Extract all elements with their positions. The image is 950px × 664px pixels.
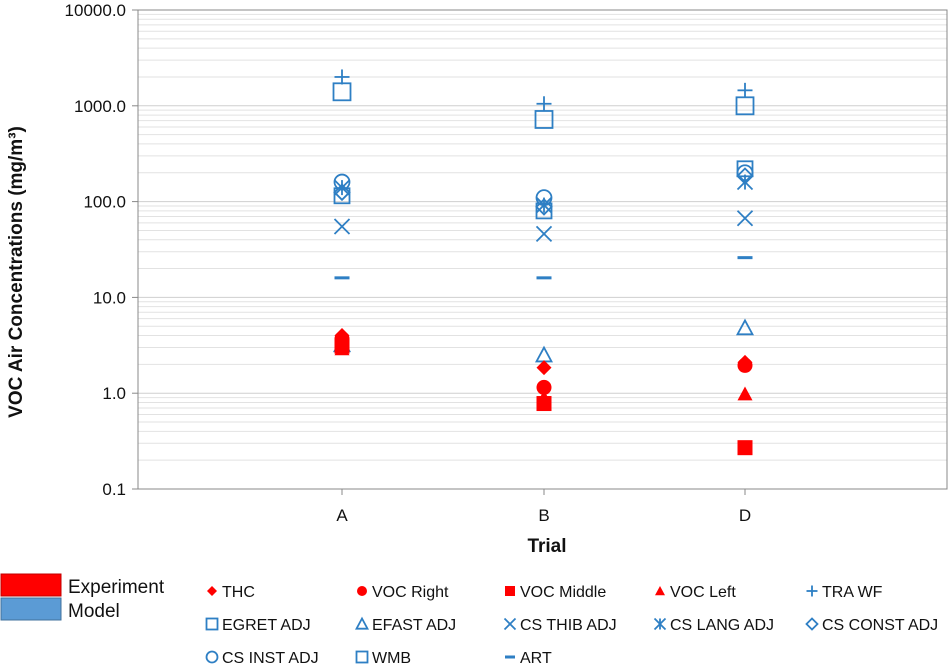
legend-label-efast-adj: EFAST ADJ	[372, 617, 456, 634]
legend-label-voc-left: VOC Left	[670, 584, 736, 601]
group-legend: Experiment Model	[0, 573, 165, 622]
x-tick-label: D	[739, 506, 751, 525]
x-axis-label: Trial	[527, 536, 566, 557]
legend-swatch-model	[0, 597, 62, 621]
legend-label-model: Model	[68, 601, 120, 622]
point-voc-right-b	[536, 379, 552, 395]
point-voc-left-a	[334, 341, 350, 356]
point-efast-adj-d	[735, 318, 755, 336]
point-tra-wf-b	[536, 96, 552, 112]
point-voc-right-d	[737, 357, 753, 373]
legend-label-cs-inst-adj: CS INST ADJ	[222, 650, 319, 664]
legend-marker-efast-adj	[354, 616, 370, 630]
y-tick-label: 10.0	[93, 288, 126, 307]
legend-label-egret-adj: EGRET ADJ	[222, 617, 311, 634]
grid	[138, 9, 947, 490]
legend-label-cs-lang-adj: CS LANG ADJ	[670, 617, 774, 634]
point-tra-wf-d	[737, 82, 753, 98]
x-tick-label: A	[336, 506, 348, 525]
y-tick-label: 1000.0	[74, 97, 126, 116]
legend-label-voc-middle: VOC Middle	[520, 584, 606, 601]
legend-label-experiment: Experiment	[68, 577, 165, 598]
legend-marker-wmb	[355, 650, 369, 664]
legend-marker-cs-const-adj	[805, 617, 819, 631]
point-cs-const-adj-d	[736, 167, 754, 185]
legend-label-tra-wf: TRA WF	[822, 584, 883, 601]
y-tick-label: 0.1	[102, 480, 126, 499]
legend-marker-cs-thib-adj	[503, 617, 517, 631]
legend-marker-cs-lang-adj	[653, 617, 667, 631]
y-tick-label: 10000.0	[65, 1, 126, 20]
point-voc-left-b	[536, 390, 552, 404]
point-voc-left-d	[737, 386, 753, 401]
y-tick-label: 1.0	[102, 384, 126, 403]
legend-marker-egret-adj	[205, 617, 219, 631]
point-thc-b	[536, 360, 552, 376]
legend-marker-thc	[207, 586, 217, 596]
legend-marker-voc-right	[357, 586, 367, 596]
y-axis-ticks: 0.1 1.0 10.0 100.0 1000.0 10000.0	[65, 1, 138, 499]
legend-marker-cs-inst-adj	[205, 650, 219, 664]
point-cs-thib-adj-b	[535, 225, 553, 243]
point-cs-thib-adj-d	[736, 210, 754, 227]
legend-marker-tra-wf	[806, 585, 818, 597]
legend-label-art: ART	[520, 650, 552, 664]
point-cs-const-adj-a	[333, 183, 351, 202]
point-wmb-b	[534, 110, 554, 129]
point-cs-inst-adj-b	[535, 189, 553, 207]
legend-label-wmb: WMB	[372, 650, 411, 664]
legend-label-thc: THC	[222, 584, 255, 601]
legend-label-cs-const-adj: CS CONST ADJ	[822, 617, 938, 634]
x-tick-label: B	[538, 506, 549, 525]
point-cs-inst-adj-d	[736, 164, 754, 182]
point-voc-middle-d	[737, 440, 753, 456]
legend-swatch-experiment	[0, 573, 62, 597]
legend-label-voc-right: VOC Right	[372, 584, 449, 601]
legend-label-cs-thib-adj: CS THIB ADJ	[520, 617, 617, 634]
point-tra-wf-a	[334, 69, 350, 85]
point-wmb-d	[735, 96, 755, 116]
point-wmb-a	[332, 82, 352, 102]
legend-marker-voc-left	[655, 586, 665, 596]
series-legend: THC VOC Right VOC Middle VOC Left TRA WF EGRE…	[205, 584, 938, 664]
point-cs-const-adj-b	[535, 198, 553, 216]
y-tick-label: 100.0	[83, 193, 126, 212]
plot-frame	[137, 9, 948, 490]
legend-marker-voc-middle	[505, 586, 515, 596]
point-cs-thib-adj-a	[333, 218, 351, 235]
point-efast-adj-b	[534, 345, 554, 363]
point-cs-lang-adj-d	[736, 173, 754, 191]
y-axis-label: VOC Air Concentrations (mg/m³)	[6, 126, 27, 418]
data-points	[332, 69, 755, 456]
point-cs-inst-adj-a	[333, 173, 351, 191]
point-cs-lang-adj-a	[333, 179, 351, 196]
